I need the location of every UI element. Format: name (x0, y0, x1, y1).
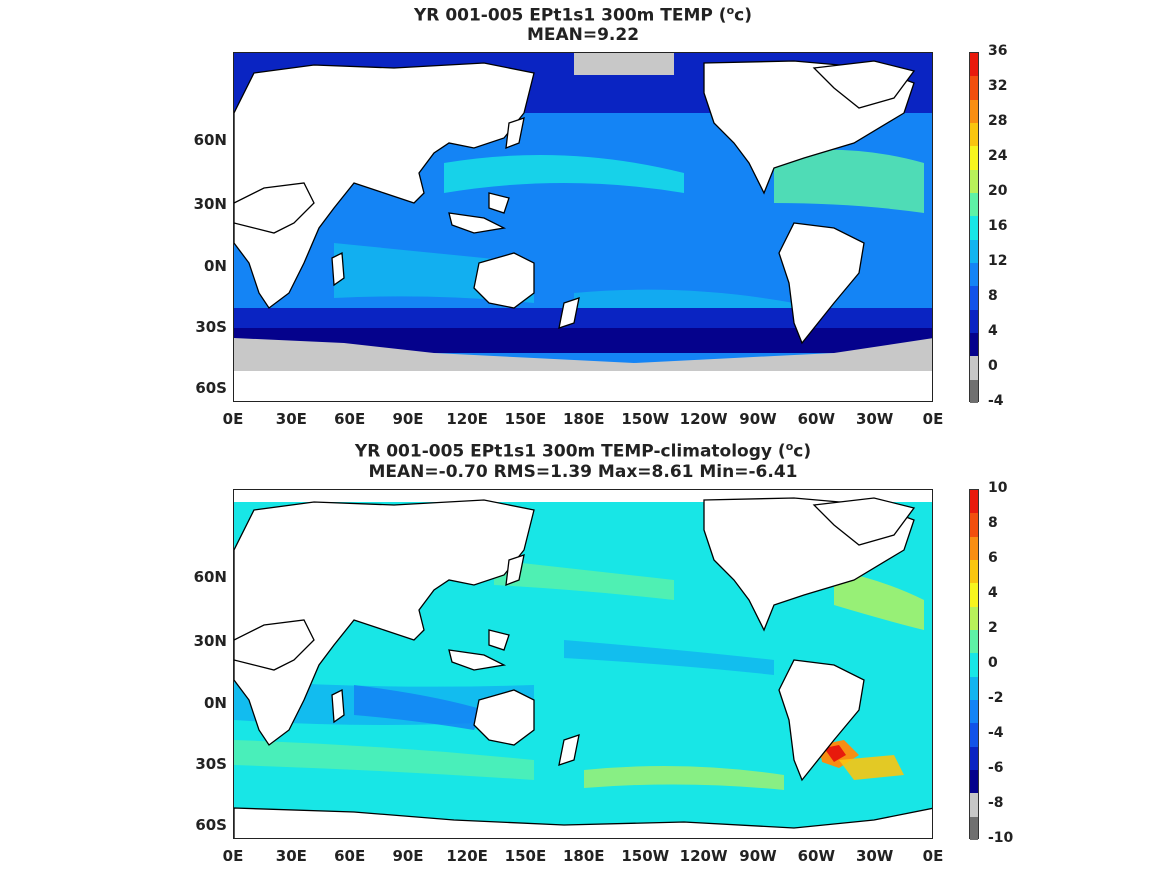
x-tick-label: 30W (855, 847, 894, 865)
colorbar-segment (970, 630, 978, 654)
colorbar-temperature (969, 52, 979, 404)
y-tick-label: 30N (193, 195, 227, 214)
colorbar-label: 8 (988, 515, 998, 531)
panel2-title-line1: YR 001-005 EPt1s1 300m TEMP-climatology … (354, 440, 812, 462)
colorbar-label: 6 (988, 550, 998, 566)
x-tick-label: 90W (739, 410, 777, 428)
colorbar-label: 2 (988, 620, 998, 636)
colorbar-segment (970, 169, 978, 194)
x-tick-label: 150W (621, 847, 670, 865)
colorbar-label: 8 (988, 288, 998, 304)
x-tick-label: 60W (797, 847, 836, 865)
colorbar-label: 12 (988, 253, 1008, 269)
colorbar-label: 20 (988, 183, 1008, 199)
y-tick-label: 60N (193, 567, 227, 586)
x-tick-label: 180E (563, 847, 605, 865)
map-panel-temperature-anomaly (233, 489, 933, 839)
x-tick-label: 120W (679, 410, 728, 428)
colorbar-segment (970, 76, 978, 101)
colorbar-segment (970, 53, 978, 77)
colorbar-segment (970, 309, 978, 334)
colorbar-segment (970, 746, 978, 771)
panel1-title-line2: MEAN=9.22 (526, 25, 640, 45)
colorbar-segment (970, 770, 978, 794)
y-tick-label: 60S (195, 379, 227, 397)
x-tick-label: 30E (275, 410, 307, 428)
colorbar-label: 10 (988, 480, 1008, 496)
x-tick-label: 90W (739, 847, 777, 865)
colorbar-segment (970, 560, 978, 584)
colorbar-label: 4 (988, 585, 998, 601)
colorbar-label: 0 (988, 655, 998, 671)
colorbar-segment (970, 513, 978, 538)
colorbar-segment (970, 816, 978, 841)
colorbar-segment (970, 333, 978, 357)
colorbar-segment (970, 123, 978, 147)
colorbar-label: -4 (988, 393, 1004, 409)
x-tick-label: 90E (392, 847, 424, 865)
colorbar-segment (970, 700, 978, 724)
x-tick-label: 180E (563, 410, 605, 428)
panel1-title-line1: YR 001-005 EPt1s1 300m TEMP (oc) (414, 4, 752, 26)
colorbar-segment (970, 490, 978, 514)
x-tick-label: 30E (275, 847, 307, 865)
x-tick-label: 60E (334, 410, 366, 428)
colorbar-segment (970, 536, 978, 561)
colorbar-segment (970, 379, 978, 404)
x-tick-label: 90E (392, 410, 424, 428)
x-tick-label: 150E (504, 410, 547, 428)
x-tick-label: 120E (446, 410, 488, 428)
x-tick-label: 120W (679, 847, 728, 865)
y-tick-label: 60N (193, 130, 227, 149)
colorbar-segment (970, 356, 978, 381)
colorbar-segment (970, 239, 978, 264)
colorbar-label: -10 (988, 830, 1014, 846)
colorbar-segment (970, 606, 978, 631)
y-tick-label: 0N (204, 256, 227, 275)
colorbar-segment (970, 793, 978, 818)
x-tick-label: 60W (797, 410, 836, 428)
colorbar-label: -8 (988, 795, 1004, 811)
x-tick-label: 150E (504, 847, 547, 865)
colorbar-label: 36 (988, 43, 1008, 59)
colorbar-label: 0 (988, 358, 998, 374)
colorbar-segment (970, 723, 978, 748)
colorbar-label: 24 (988, 148, 1008, 164)
y-tick-label: 30S (195, 317, 227, 336)
colorbar-segment (970, 583, 978, 608)
colorbar-segment (970, 676, 978, 701)
x-tick-label: 60E (334, 847, 366, 865)
x-tick-label: 0E (922, 410, 944, 428)
colorbar-segment (970, 653, 978, 678)
colorbar-segment (970, 99, 978, 124)
y-tick-label: 30N (193, 632, 227, 651)
y-tick-label: 30S (195, 754, 227, 773)
colorbar-label: 32 (988, 78, 1008, 94)
x-tick-label: 0E (222, 410, 244, 428)
x-tick-label: 0E (922, 847, 944, 865)
colorbar-label: 4 (988, 323, 998, 339)
colorbar-temperature-anomaly (969, 489, 979, 841)
colorbar-label: -2 (988, 690, 1004, 706)
x-tick-label: 120E (446, 847, 488, 865)
colorbar-segment (970, 193, 978, 217)
x-tick-label: 30W (855, 410, 894, 428)
colorbar-label: -6 (988, 760, 1004, 776)
y-tick-label: 60S (195, 816, 227, 834)
panel2-title-line2: MEAN=-0.70 RMS=1.39 Max=8.61 Min=-6.41 (368, 462, 798, 482)
colorbar-label: 16 (988, 218, 1008, 234)
colorbar-segment (970, 216, 978, 241)
colorbar-segment (970, 263, 978, 287)
x-tick-label: 150W (621, 410, 670, 428)
colorbar-label: -4 (988, 725, 1004, 741)
colorbar-segment (970, 286, 978, 311)
x-tick-label: 0E (222, 847, 244, 865)
colorbar-segment (970, 146, 978, 171)
colorbar-label: 28 (988, 113, 1008, 129)
map-panel-temperature (233, 52, 933, 402)
y-tick-label: 0N (204, 693, 227, 712)
